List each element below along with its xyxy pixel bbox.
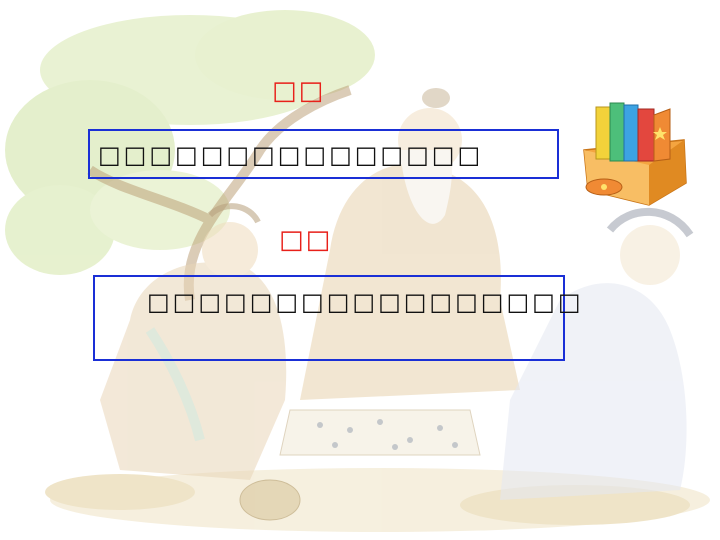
text-box-1: □□□□□□□□□□□□□□□ bbox=[88, 129, 559, 179]
text-box-2-content: □□□□□□□□□□□□□□□□□ bbox=[147, 288, 584, 316]
basket bbox=[239, 479, 301, 521]
heading-2: □□ bbox=[279, 225, 333, 255]
go-board bbox=[279, 409, 481, 456]
books-in-box-icon bbox=[583, 102, 687, 206]
tree-trunk bbox=[87, 85, 352, 301]
elder-figure bbox=[300, 88, 520, 400]
text-box-2: □□□□□□□□□□□□□□□□□ bbox=[93, 275, 581, 361]
heading-1: □□ bbox=[272, 76, 326, 106]
text-box-1-content: □□□□□□□□□□□□□□□ bbox=[98, 141, 484, 169]
right-player-figure bbox=[500, 207, 694, 500]
left-player-figure bbox=[100, 203, 287, 480]
